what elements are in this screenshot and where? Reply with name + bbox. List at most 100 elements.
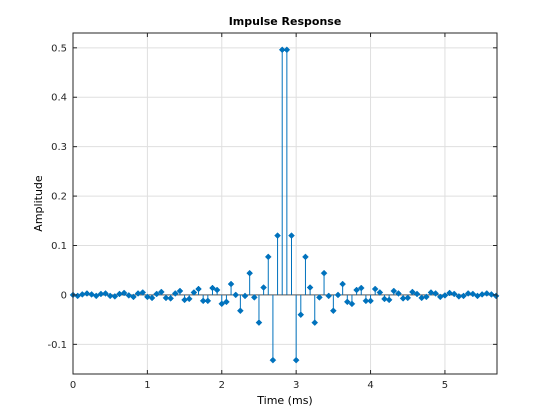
stem-point: [288, 232, 295, 295]
stem-marker: [404, 294, 412, 302]
stem-point: [120, 289, 128, 297]
stem-marker: [106, 292, 114, 300]
stem-marker: [237, 307, 244, 315]
x-axis-ticks: 0 1 2 3 4 5: [70, 33, 448, 391]
stem-point: [353, 286, 360, 295]
stem-point: [241, 292, 249, 300]
stem-point: [427, 289, 435, 296]
x-axis-label: Time (ms): [256, 394, 312, 407]
stem-marker: [120, 289, 128, 297]
stem-marker: [464, 290, 472, 297]
x-tick-label: 5: [442, 380, 448, 391]
y-tick-label: 0: [61, 290, 67, 301]
stem-point: [311, 294, 319, 326]
stem-point: [316, 294, 323, 301]
stem-marker: [232, 291, 240, 299]
stem-point: [334, 291, 342, 299]
y-tick-label: 0.4: [51, 93, 67, 104]
stem-marker: [381, 295, 388, 303]
stem-point: [446, 289, 453, 297]
stem-marker: [348, 300, 356, 308]
stem-point: [204, 294, 212, 305]
x-tick-label: 2: [219, 380, 225, 391]
stem-marker: [157, 288, 165, 296]
stem-marker: [162, 294, 170, 302]
stem-point: [260, 284, 267, 295]
stem-point: [395, 290, 402, 297]
x-tick-label: 3: [293, 380, 299, 391]
stem-marker: [278, 46, 286, 54]
stem-marker: [450, 290, 458, 298]
stem-series: [69, 46, 500, 364]
axes-background: [73, 33, 497, 374]
stem-marker: [460, 292, 467, 300]
stem-point: [167, 294, 174, 302]
stem-point: [464, 290, 472, 297]
stem-point: [441, 292, 449, 299]
stem-marker: [432, 290, 439, 297]
y-tick-label: -0.1: [47, 340, 67, 351]
chart-title: Impulse Response: [229, 15, 342, 28]
stem-point: [278, 46, 286, 295]
stem-point: [320, 269, 328, 295]
stem-point: [227, 280, 235, 295]
stem-marker: [190, 289, 198, 296]
stem-marker: [148, 294, 156, 302]
stem-point: [409, 288, 416, 296]
stem-marker: [343, 298, 351, 306]
stem-marker: [144, 293, 151, 301]
stem-marker: [246, 269, 254, 277]
stem-marker: [204, 297, 212, 305]
stem-marker: [269, 356, 277, 364]
stem-marker: [320, 269, 328, 277]
stem-marker: [171, 290, 179, 297]
stem-marker: [395, 290, 402, 297]
stem-point: [111, 293, 119, 300]
stem-marker: [390, 287, 398, 295]
x-tick-label: 1: [144, 380, 150, 391]
stem-point: [292, 294, 300, 364]
stem-marker: [334, 291, 342, 299]
stem-marker: [329, 307, 337, 315]
stem-point: [213, 286, 221, 295]
stem-point: [422, 293, 430, 301]
stem-point: [139, 289, 147, 296]
stem-marker: [111, 293, 119, 300]
stem-point: [130, 293, 137, 301]
stem-point: [367, 294, 374, 305]
stem-point: [390, 287, 398, 295]
stem-marker: [92, 292, 100, 300]
stem-marker: [311, 319, 319, 326]
stem-point: [469, 290, 477, 298]
stem-point: [250, 294, 258, 301]
stem-point: [450, 290, 458, 298]
stem-marker: [422, 293, 430, 301]
stem-point: [209, 284, 216, 295]
stem-marker: [227, 280, 235, 288]
stem-marker: [102, 290, 109, 297]
stem-marker: [409, 288, 416, 296]
stem-point: [190, 289, 198, 296]
stem-point: [483, 290, 491, 297]
stem-marker: [371, 285, 379, 293]
stem-marker: [441, 292, 449, 299]
y-tick-label: 0.3: [51, 142, 67, 153]
stem-marker: [250, 294, 258, 301]
stem-marker: [297, 311, 305, 319]
stem-marker: [292, 356, 300, 364]
stem-point: [176, 287, 184, 295]
stem-point: [162, 294, 170, 302]
stem-point: [329, 294, 337, 315]
stem-marker: [413, 290, 421, 298]
stem-marker: [483, 290, 491, 297]
stem-point: [185, 294, 193, 303]
stem-point: [325, 292, 333, 300]
stem-marker: [316, 294, 323, 301]
plot-area: 0 1 2 3 4 5 -0.1 0 0.1 0.2 0.3 0.4 0.5: [47, 32, 500, 391]
stem-marker: [185, 295, 193, 303]
stem-point: [432, 290, 439, 297]
stem-marker: [362, 297, 370, 305]
stem-point: [157, 288, 165, 296]
stem-marker: [199, 297, 207, 305]
